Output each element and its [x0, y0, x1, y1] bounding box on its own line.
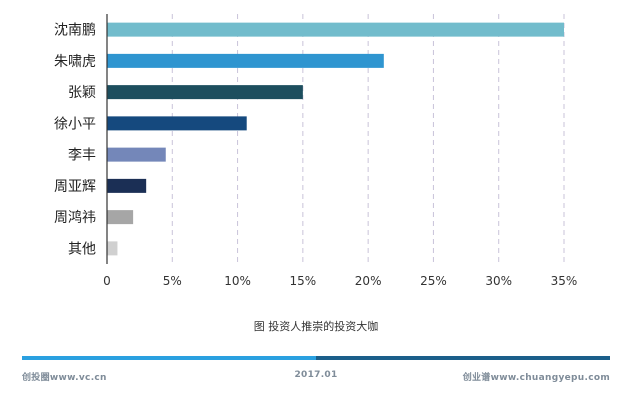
x-tick-label: 10%	[224, 274, 251, 288]
bar	[107, 116, 247, 131]
category-label: 朱啸虎	[54, 54, 96, 70]
x-tick-label: 25%	[420, 274, 447, 288]
x-tick-label: 0	[103, 274, 111, 288]
category-label: 徐小平	[54, 116, 96, 132]
bar	[107, 85, 303, 100]
x-tick-label: 15%	[290, 274, 317, 288]
footer-date: 2017.01	[294, 370, 338, 380]
footer-bar-right	[316, 356, 610, 360]
category-label: 李丰	[68, 148, 96, 164]
footer-bar-left	[22, 356, 316, 360]
bars	[107, 22, 564, 256]
category-label: 周亚辉	[54, 179, 96, 195]
x-tick-label: 20%	[355, 274, 382, 288]
category-label: 张颖	[68, 85, 96, 101]
category-label: 其他	[68, 241, 96, 257]
bar	[107, 241, 118, 256]
chart-caption: 图 投资人推崇的投资大咖	[253, 320, 379, 333]
category-label: 沈南鹏	[54, 23, 96, 39]
bar	[107, 53, 384, 68]
grid-lines	[171, 14, 565, 264]
bar	[107, 147, 166, 162]
bar	[107, 210, 134, 225]
bar	[107, 22, 564, 37]
x-axis-ticks: 0 5% 10% 15% 20% 25% 30% 35%	[103, 274, 577, 288]
footer-left-text: 创投圈www.vc.cn	[22, 373, 107, 383]
category-label: 周鸿祎	[54, 209, 96, 226]
x-tick-label: 35%	[551, 274, 578, 288]
footer-right-text: 创业谱www.chuangyepu.com	[462, 373, 610, 383]
x-tick-label: 5%	[163, 274, 182, 288]
bar	[107, 178, 147, 193]
x-tick-label: 30%	[485, 274, 512, 288]
